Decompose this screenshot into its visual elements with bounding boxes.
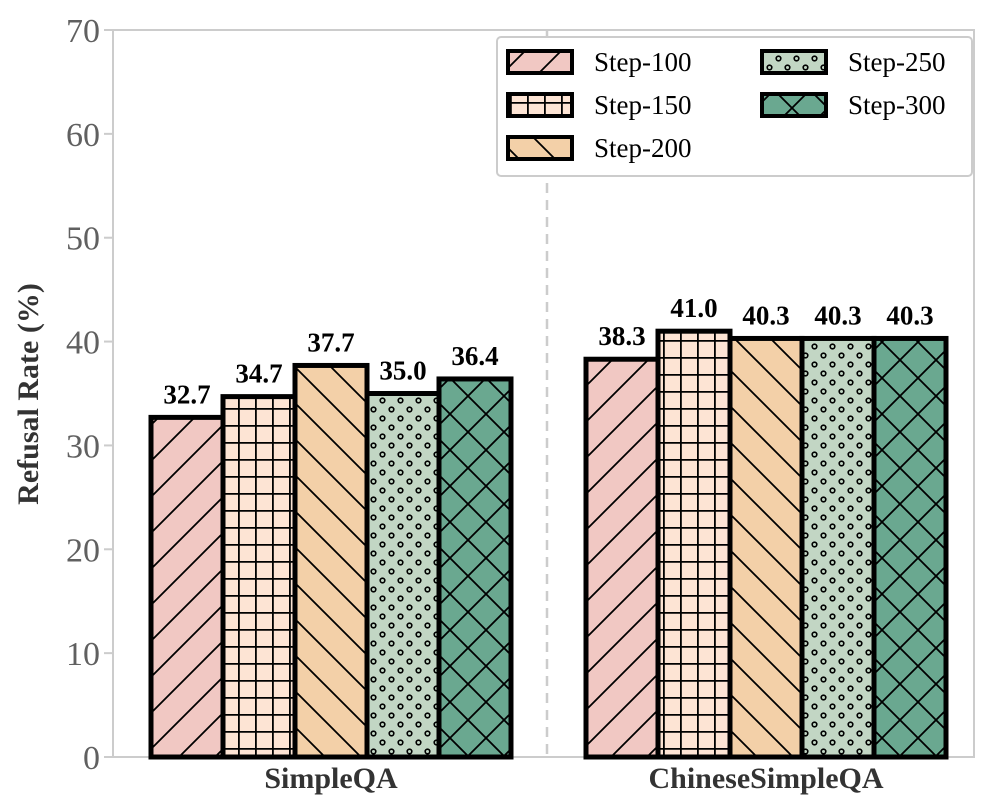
data-label-step-250-simpleqa: 35.0 bbox=[379, 356, 426, 386]
bar-group bbox=[148, 328, 949, 760]
bar-step-300-chinesesimpleqa bbox=[871, 335, 949, 760]
bar-step-150-chinesesimpleqa-hatch bbox=[658, 331, 730, 757]
y-tick-label: 10 bbox=[66, 636, 100, 673]
data-label-step-150-simpleqa: 34.7 bbox=[235, 359, 282, 389]
plot-frame bbox=[112, 29, 975, 758]
legend-label-step-200: Step-200 bbox=[594, 133, 692, 163]
bar-step-250-simpleqa-hatch bbox=[367, 393, 439, 757]
legend-box bbox=[496, 36, 973, 177]
bar-step-100-chinesesimpleqa-hatch bbox=[586, 359, 658, 757]
y-axis: 0 10 20 30 40 50 60 70 bbox=[66, 13, 113, 777]
data-label-step-250-chinesesimpleqa: 40.3 bbox=[814, 300, 861, 330]
legend-label-step-150: Step-150 bbox=[594, 90, 692, 120]
legend-swatch-step-300-hatch bbox=[762, 94, 826, 116]
legend-label-step-100: Step-100 bbox=[594, 47, 692, 77]
legend: Step-100 Step-150 Step-200 Step-250 Step-300 bbox=[496, 36, 973, 177]
data-label-step-200-chinesesimpleqa: 40.3 bbox=[742, 300, 789, 330]
bar-step-200-chinesesimpleqa-hatch bbox=[730, 338, 802, 757]
bar-step-300-simpleqa-hatch bbox=[439, 378, 511, 757]
legend-swatch-step-150-hatch bbox=[508, 94, 572, 116]
data-label-step-200-simpleqa: 37.7 bbox=[307, 327, 354, 357]
y-tick-label: 50 bbox=[66, 221, 100, 258]
data-labels: 32.7 38.3 34.7 41.0 37.7 40.3 35.0 40.3 36.4 40.3 bbox=[163, 293, 933, 409]
x-axis: SimpleQA ChineseSimpleQA bbox=[264, 762, 884, 795]
y-tick-label: 0 bbox=[83, 740, 100, 777]
data-label-step-100-chinesesimpleqa: 38.3 bbox=[598, 321, 645, 351]
bar-step-300-chinesesimpleqa-hatch bbox=[874, 338, 946, 757]
x-category-label-simpleqa: SimpleQA bbox=[264, 762, 398, 795]
y-tick-label: 60 bbox=[66, 117, 100, 154]
y-axis-label: Refusal Rate (%) bbox=[12, 283, 45, 505]
legend-swatch-step-200 bbox=[506, 135, 574, 161]
legend-swatch-step-150 bbox=[506, 92, 574, 118]
data-label-step-300-simpleqa: 36.4 bbox=[451, 341, 498, 371]
data-label-step-300-chinesesimpleqa: 40.3 bbox=[886, 300, 933, 330]
x-category-label-chinesesimpleqa: ChineseSimpleQA bbox=[648, 762, 883, 795]
legend-label-step-250: Step-250 bbox=[848, 47, 946, 77]
legend-swatch-step-100-hatch bbox=[508, 51, 572, 73]
bar-step-300-simpleqa bbox=[436, 376, 514, 760]
bar-step-250-chinesesimpleqa-hatch bbox=[802, 338, 874, 757]
y-tick-label: 20 bbox=[66, 532, 100, 569]
bar-step-150-simpleqa-hatch bbox=[223, 396, 295, 757]
legend-swatch-step-250-hatch bbox=[762, 51, 826, 73]
bar-step-100-simpleqa-hatch bbox=[151, 417, 223, 757]
data-label-step-150-chinesesimpleqa: 41.0 bbox=[670, 293, 717, 323]
legend-swatch-step-250 bbox=[760, 49, 828, 75]
legend-swatch-step-300 bbox=[760, 92, 828, 118]
legend-swatch-step-200-hatch bbox=[508, 137, 572, 159]
legend-label-step-300: Step-300 bbox=[848, 90, 946, 120]
y-tick-label: 30 bbox=[66, 428, 100, 465]
legend-swatch-step-100 bbox=[506, 49, 574, 75]
bar-step-200-simpleqa-hatch bbox=[295, 365, 367, 757]
data-label-step-100-simpleqa: 32.7 bbox=[163, 379, 210, 409]
y-tick-label: 70 bbox=[66, 13, 100, 50]
y-tick-label: 40 bbox=[66, 325, 100, 362]
